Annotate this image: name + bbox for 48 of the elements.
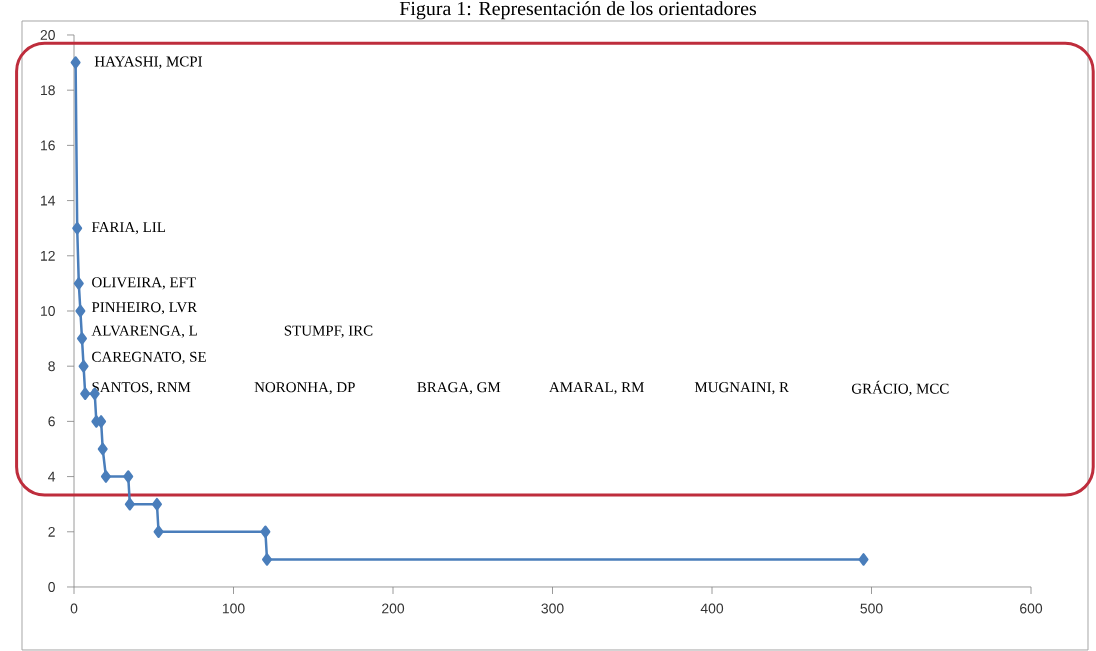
point bbox=[153, 525, 164, 539]
point bbox=[80, 387, 91, 401]
annotation: CAREGNATO, SE bbox=[92, 351, 206, 364]
annotation: HAYASHI, MCPI bbox=[94, 56, 203, 69]
annotation: ALVARENGA, L bbox=[91, 325, 197, 338]
point bbox=[100, 470, 111, 483]
y-tick-label: 4 bbox=[48, 471, 56, 482]
point bbox=[151, 497, 162, 511]
y-tick-label: 2 bbox=[48, 526, 55, 537]
annotation: PINHEIRO, LVR bbox=[91, 302, 198, 315]
annotation: BRAGA, GM bbox=[417, 382, 501, 395]
x-tick-label: 500 bbox=[860, 603, 883, 614]
annotation: OLIVEIRA, EFT bbox=[92, 277, 196, 290]
y-tick-label: 8 bbox=[48, 361, 55, 372]
annotation: AMARAL, RM bbox=[549, 382, 644, 395]
point bbox=[858, 553, 869, 566]
point bbox=[73, 277, 84, 290]
x-tick-label: 0 bbox=[70, 603, 78, 614]
annotation: SANTOS, RNM bbox=[92, 382, 191, 395]
y-tick-label: 6 bbox=[48, 416, 55, 427]
point bbox=[75, 304, 86, 318]
x-tick-label: 200 bbox=[382, 603, 405, 614]
point bbox=[76, 332, 87, 345]
y-tick-label: 16 bbox=[41, 140, 55, 151]
point bbox=[124, 497, 135, 511]
point bbox=[70, 56, 81, 69]
point bbox=[97, 442, 108, 456]
y-tick-label: 12 bbox=[41, 250, 55, 261]
x-tick-label: 600 bbox=[1020, 603, 1043, 614]
point bbox=[260, 525, 271, 539]
point bbox=[78, 359, 89, 373]
point bbox=[123, 470, 134, 483]
y-tick-label: 18 bbox=[41, 85, 55, 96]
point bbox=[262, 553, 272, 566]
annotation: GRÁCIO, MCC bbox=[851, 380, 949, 396]
annotation: FARIA, LIL bbox=[91, 222, 165, 235]
y-tick-label: 20 bbox=[40, 30, 55, 40]
chart-title: Figura 1: Representación de los orientadores bbox=[399, 1, 757, 20]
y-tick-label: 0 bbox=[48, 582, 55, 592]
annotation: MUGNAINI, R bbox=[694, 382, 789, 395]
y-tick-label: 10 bbox=[41, 306, 55, 316]
annotation: NORONHA, DP bbox=[254, 382, 355, 395]
x-tick-label: 400 bbox=[700, 603, 724, 614]
x-tick-label: 100 bbox=[222, 603, 245, 614]
x-tick-label: 300 bbox=[541, 603, 564, 614]
y-tick-label: 14 bbox=[41, 195, 56, 206]
annotation: STUMPF, IRC bbox=[284, 325, 373, 338]
point bbox=[72, 221, 83, 235]
